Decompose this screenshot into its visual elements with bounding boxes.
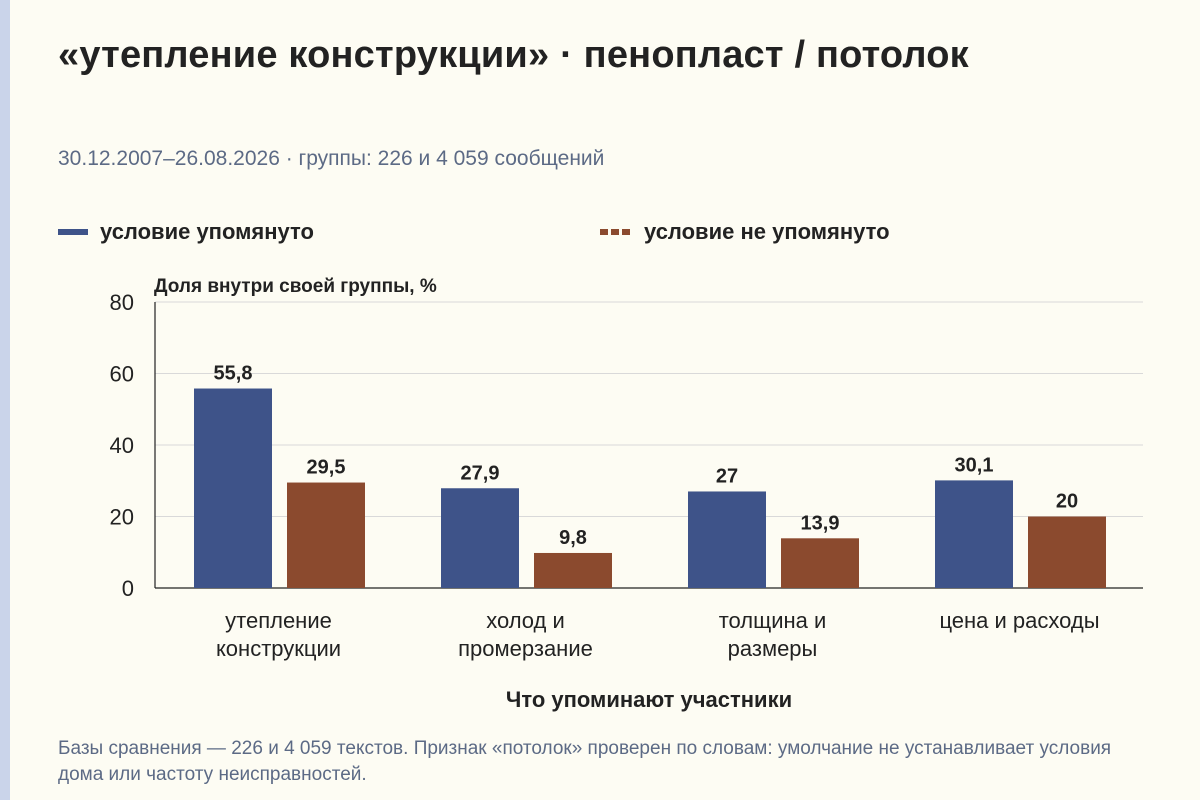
bar-value-label: 30,1 [955,454,994,476]
x-tick-label: конструкции [216,636,341,661]
x-tick-label: размеры [728,636,818,661]
y-tick-label: 20 [110,505,134,530]
x-tick-label: цена и расходы [939,608,1099,633]
footnote: Базы сравнения — 226 и 4 059 текстов. Пр… [58,738,1112,785]
bar-not-mentioned [1028,516,1106,588]
bar-value-label: 29,5 [307,457,346,479]
x-tick-label: холод и [486,608,565,633]
bar-value-label: 27 [716,465,738,487]
y-tick-label: 80 [110,290,134,315]
y-tick-label: 0 [122,576,134,601]
bar-value-label: 27,9 [461,462,500,484]
left-accent-strip [0,0,10,800]
bar-value-label: 20 [1056,491,1078,513]
y-tick-label: 40 [110,433,134,458]
bar-mentioned [441,488,519,588]
legend-label-not-mentioned: условие не упомянуто [644,219,890,244]
bar-not-mentioned [781,538,859,588]
bar-mentioned [688,491,766,588]
bar-mentioned [935,480,1013,588]
page-subtitle: 30.12.2007–26.08.2026 · группы: 226 и 4 … [58,147,605,170]
x-tick-label: утепление [225,608,332,633]
bar-not-mentioned [534,552,612,588]
x-tick-label: толщина и [719,608,827,633]
x-tick-label: промерзание [458,636,593,661]
bar-mentioned [194,388,272,588]
page-title: «утепление конструкции» · пенопласт / по… [58,34,969,76]
bar-value-label: 55,8 [214,363,253,385]
bar-not-mentioned [287,482,365,588]
legend-label-mentioned: условие упомянуто [100,219,314,244]
y-tick-label: 60 [110,362,134,387]
y-axis-label: Доля внутри своей группы, % [154,276,437,297]
bar-value-label: 9,8 [559,527,587,549]
legend-swatch-mentioned [58,229,88,235]
legend-item-mentioned: условие упомянуто [58,219,314,245]
legend-item-not-mentioned: условие не упомянуто [600,219,890,245]
bar-value-label: 13,9 [801,512,840,534]
legend-swatch-not-mentioned [600,229,630,235]
x-axis-label: Что упоминают участники [506,687,792,712]
